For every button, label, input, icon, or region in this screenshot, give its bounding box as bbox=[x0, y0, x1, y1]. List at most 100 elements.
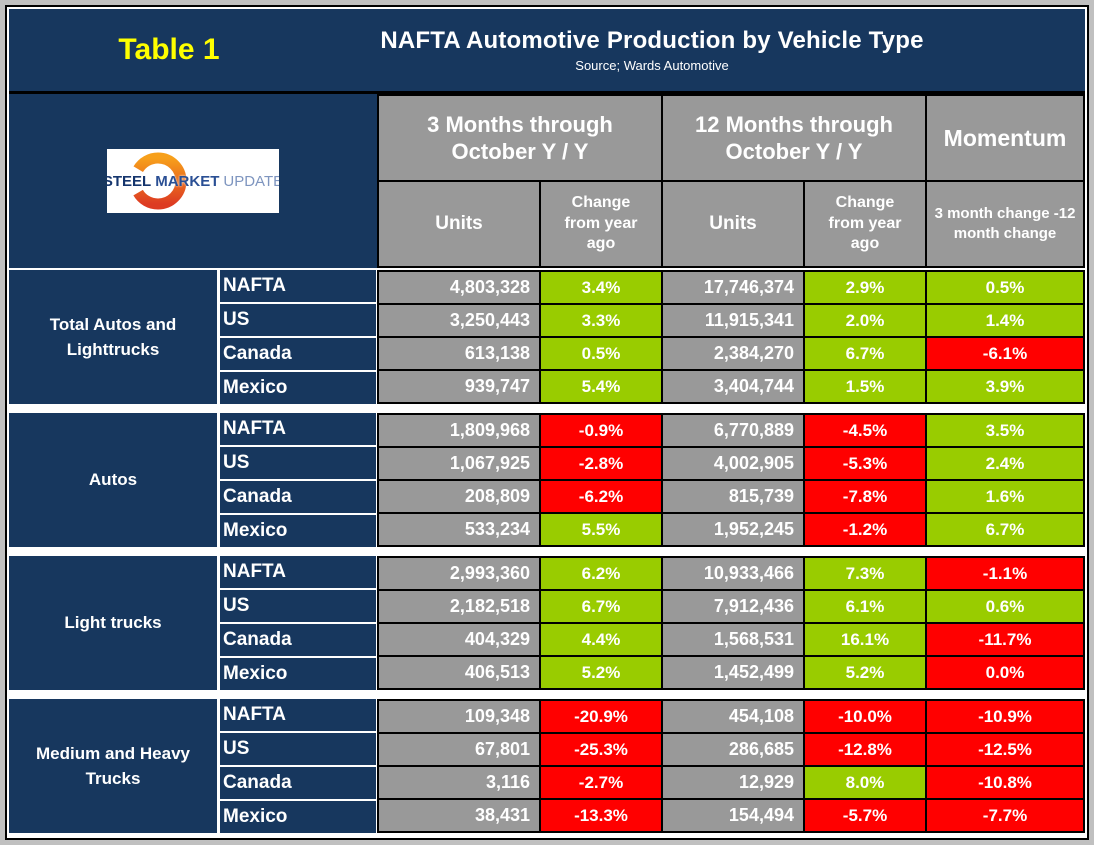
section-total-autos-and-lighttrucks: Total Autos and Lighttrucks NAFTA US Can… bbox=[9, 270, 1085, 404]
data-grid: 4,803,328 3.4% 17,746,374 2.9% 0.5% 3,25… bbox=[377, 270, 1085, 404]
units-3m-cell: 2,993,360 bbox=[379, 558, 539, 589]
change-12m-cell: -10.0% bbox=[805, 701, 925, 732]
change-3m-cell: 5.2% bbox=[541, 657, 661, 688]
region-label: Mexico bbox=[220, 801, 376, 833]
units-3m-cell: 404,329 bbox=[379, 624, 539, 655]
units-3m-cell: 4,803,328 bbox=[379, 272, 539, 303]
change-3m-cell: -0.9% bbox=[541, 415, 661, 446]
source-note: Source; Wards Automotive bbox=[575, 58, 729, 73]
units-3m-cell: 109,348 bbox=[379, 701, 539, 732]
data-grid: 109,348 -20.9% 454,108 -10.0% -10.9% 67,… bbox=[377, 699, 1085, 833]
region-label: US bbox=[220, 733, 376, 765]
momentum-cell: -12.5% bbox=[927, 734, 1083, 765]
change-12m-cell: 7.3% bbox=[805, 558, 925, 589]
momentum-cell: 2.4% bbox=[927, 448, 1083, 479]
change-12m-cell: -5.7% bbox=[805, 800, 925, 831]
col-header-momentum-change: 3 month change -12 month change bbox=[927, 182, 1083, 266]
region-label: Canada bbox=[220, 767, 376, 799]
region-label: NAFTA bbox=[220, 699, 376, 731]
region-label: Canada bbox=[220, 481, 376, 513]
region-label: Canada bbox=[220, 624, 376, 656]
region-label: Mexico bbox=[220, 372, 376, 404]
change-12m-cell: 16.1% bbox=[805, 624, 925, 655]
page-title: NAFTA Automotive Production by Vehicle T… bbox=[380, 27, 924, 54]
region-label: NAFTA bbox=[220, 270, 376, 302]
col-group-12-months: 12 Months through October Y / Y bbox=[663, 96, 925, 180]
logo-crescent-icon bbox=[129, 152, 187, 210]
logo-text: STEEL MARKET UPDATE bbox=[107, 173, 279, 190]
change-3m-cell: 5.4% bbox=[541, 371, 661, 402]
change-3m-cell: 6.7% bbox=[541, 591, 661, 622]
table-number-label: Table 1 bbox=[118, 33, 220, 66]
section-autos: Autos NAFTA US Canada Mexico 1,809,968 -… bbox=[9, 413, 1085, 547]
change-12m-cell: -12.8% bbox=[805, 734, 925, 765]
momentum-cell: -1.1% bbox=[927, 558, 1083, 589]
change-3m-cell: -20.9% bbox=[541, 701, 661, 732]
units-3m-cell: 533,234 bbox=[379, 514, 539, 545]
momentum-cell: 1.4% bbox=[927, 305, 1083, 336]
units-3m-cell: 67,801 bbox=[379, 734, 539, 765]
change-12m-cell: 8.0% bbox=[805, 767, 925, 798]
col-header-change-3m: Change from year ago bbox=[541, 182, 661, 266]
change-3m-cell: 5.5% bbox=[541, 514, 661, 545]
momentum-cell: 1.6% bbox=[927, 481, 1083, 512]
units-3m-cell: 208,809 bbox=[379, 481, 539, 512]
data-grid: 2,993,360 6.2% 10,933,466 7.3% -1.1% 2,1… bbox=[377, 556, 1085, 690]
units-12m-cell: 17,746,374 bbox=[663, 272, 803, 303]
units-3m-cell: 406,513 bbox=[379, 657, 539, 688]
col-header-units-3m: Units bbox=[379, 182, 539, 266]
units-12m-cell: 6,770,889 bbox=[663, 415, 803, 446]
region-label: US bbox=[220, 590, 376, 622]
change-12m-cell: 2.9% bbox=[805, 272, 925, 303]
momentum-cell: -10.9% bbox=[927, 701, 1083, 732]
units-12m-cell: 815,739 bbox=[663, 481, 803, 512]
region-label: US bbox=[220, 447, 376, 479]
region-label: US bbox=[220, 304, 376, 336]
logo-word-steel: STEEL bbox=[107, 172, 152, 190]
steel-market-update-logo: STEEL MARKET UPDATE bbox=[107, 149, 279, 213]
column-header-grid: 3 Months through October Y / Y 12 Months… bbox=[377, 94, 1085, 268]
logo-word-market: MARKET bbox=[155, 172, 220, 190]
section-label: Total Autos and Lighttrucks bbox=[9, 270, 217, 404]
change-12m-cell: 2.0% bbox=[805, 305, 925, 336]
region-column: NAFTA US Canada Mexico bbox=[220, 699, 376, 833]
momentum-cell: 0.6% bbox=[927, 591, 1083, 622]
units-12m-cell: 286,685 bbox=[663, 734, 803, 765]
change-12m-cell: -5.3% bbox=[805, 448, 925, 479]
units-3m-cell: 3,116 bbox=[379, 767, 539, 798]
change-3m-cell: -25.3% bbox=[541, 734, 661, 765]
change-12m-cell: -1.2% bbox=[805, 514, 925, 545]
region-column: NAFTA US Canada Mexico bbox=[220, 270, 376, 404]
momentum-cell: -6.1% bbox=[927, 338, 1083, 369]
section-label: Light trucks bbox=[9, 556, 217, 690]
units-12m-cell: 11,915,341 bbox=[663, 305, 803, 336]
region-label: NAFTA bbox=[220, 556, 376, 588]
section-light-trucks: Light trucks NAFTA US Canada Mexico 2,99… bbox=[9, 556, 1085, 690]
momentum-cell: 3.9% bbox=[927, 371, 1083, 402]
units-12m-cell: 4,002,905 bbox=[663, 448, 803, 479]
change-3m-cell: -2.7% bbox=[541, 767, 661, 798]
units-12m-cell: 1,952,245 bbox=[663, 514, 803, 545]
change-3m-cell: 3.4% bbox=[541, 272, 661, 303]
units-12m-cell: 1,568,531 bbox=[663, 624, 803, 655]
change-3m-cell: 6.2% bbox=[541, 558, 661, 589]
section-label: Autos bbox=[9, 413, 217, 547]
momentum-cell: 6.7% bbox=[927, 514, 1083, 545]
change-3m-cell: -13.3% bbox=[541, 800, 661, 831]
change-12m-cell: -7.8% bbox=[805, 481, 925, 512]
change-12m-cell: 6.7% bbox=[805, 338, 925, 369]
change-3m-cell: -6.2% bbox=[541, 481, 661, 512]
data-grid: 1,809,968 -0.9% 6,770,889 -4.5% 3.5% 1,0… bbox=[377, 413, 1085, 547]
momentum-cell: 0.0% bbox=[927, 657, 1083, 688]
table-header: STEEL MARKET UPDATE 3 Months through Octob… bbox=[9, 94, 1085, 268]
title-block: NAFTA Automotive Production by Vehicle T… bbox=[329, 27, 1085, 73]
region-label: Canada bbox=[220, 338, 376, 370]
units-12m-cell: 7,912,436 bbox=[663, 591, 803, 622]
units-12m-cell: 2,384,270 bbox=[663, 338, 803, 369]
momentum-cell: -7.7% bbox=[927, 800, 1083, 831]
momentum-cell: -10.8% bbox=[927, 767, 1083, 798]
col-group-3-months: 3 Months through October Y / Y bbox=[379, 96, 661, 180]
change-3m-cell: 4.4% bbox=[541, 624, 661, 655]
col-group-momentum: Momentum bbox=[927, 96, 1083, 180]
